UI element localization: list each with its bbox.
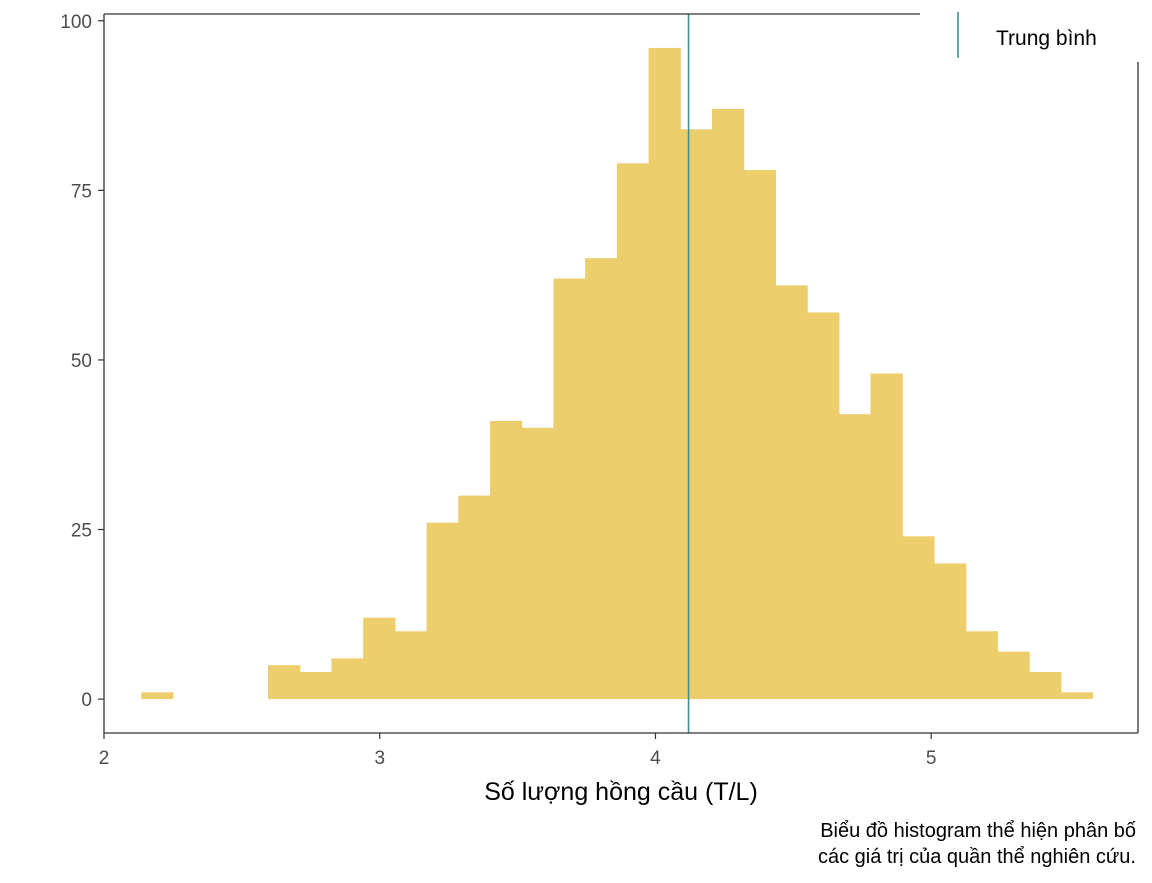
histogram-bar-7	[458, 495, 491, 700]
histogram-bar-10	[553, 278, 586, 700]
x-tick-label: 5	[926, 748, 937, 769]
histogram-bar-25	[1029, 671, 1062, 700]
histogram-bar-14	[680, 129, 713, 700]
y-tick-label: 100	[60, 12, 92, 33]
histogram-bar-12	[616, 163, 650, 700]
histogram-bar-2	[299, 671, 333, 700]
caption-line-2: các giá trị của quần thể nghiên cứu.	[817, 846, 1136, 868]
histogram-bar-8	[490, 420, 523, 700]
x-tick-label: 2	[99, 748, 110, 769]
histogram-bar-11	[585, 258, 618, 700]
histogram-bars	[141, 47, 1094, 700]
legend-background	[920, 0, 1140, 62]
caption-line-1: Biểu đồ histogram thể hiện phân bố	[820, 820, 1136, 842]
histogram-bar-19	[838, 414, 872, 700]
histogram-bar-18	[807, 312, 840, 700]
histogram-bar-24	[997, 651, 1030, 700]
y-tick-label: 0	[81, 690, 92, 711]
histogram-bar-1	[268, 665, 301, 700]
histogram-bar-20	[870, 373, 903, 700]
y-tick-label: 75	[71, 181, 92, 202]
x-axis-title: Số lượng hồng cầu (T/L)	[484, 778, 758, 806]
histogram-bar-22	[933, 563, 967, 700]
y-tick-label: 25	[71, 521, 92, 542]
histogram-bar-21	[902, 536, 935, 700]
histogram-bar-16	[743, 170, 777, 700]
y-tick-label: 50	[71, 351, 92, 372]
histogram-bar-15	[711, 108, 745, 700]
histogram-bar-0	[141, 692, 174, 700]
histogram-bar-3	[331, 658, 364, 700]
chart-caption: Biểu đồ histogram thể hiện phân bố các g…	[818, 818, 1136, 870]
x-tick-label: 4	[650, 748, 661, 769]
histogram-bar-26	[1060, 692, 1094, 700]
histogram-bar-17	[775, 285, 808, 700]
histogram-bar-9	[521, 427, 555, 700]
histogram-bar-5	[394, 631, 428, 700]
legend: Trung bình	[920, 0, 1140, 62]
legend-label-mean: Trung bình	[996, 27, 1097, 50]
histogram-bar-23	[965, 631, 998, 700]
x-tick-label: 3	[374, 748, 385, 769]
histogram-bar-4	[363, 617, 396, 700]
axes: 0 25 50 75 100 2 3 4 5	[60, 12, 1139, 769]
histogram-bar-13	[648, 47, 681, 700]
histogram-bar-6	[426, 522, 459, 700]
